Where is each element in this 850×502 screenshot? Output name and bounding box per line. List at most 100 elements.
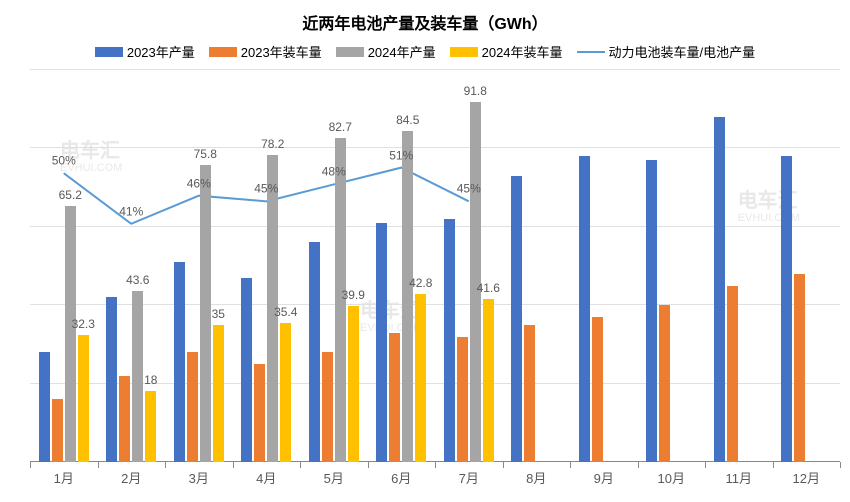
- x-axis-label: 2月: [121, 468, 141, 487]
- legend-item: 2024年装车量: [450, 42, 563, 61]
- legend-label: 2024年产量: [368, 42, 436, 61]
- bar-prod2023: [241, 278, 252, 462]
- x-axis-label: 5月: [324, 468, 344, 487]
- bar-install2024: [78, 335, 89, 462]
- bar-prod2024: [200, 165, 211, 462]
- bar-install2024: [415, 294, 426, 462]
- bar-install2024: [348, 306, 359, 462]
- bar-install2023: [659, 305, 670, 462]
- value-label-prod2024: 84.5: [396, 113, 419, 127]
- x-tick: [503, 462, 504, 468]
- x-tick: [570, 462, 571, 468]
- x-axis-label: 4月: [256, 468, 276, 487]
- bar-prod2023: [39, 352, 50, 462]
- x-tick: [638, 462, 639, 468]
- value-label-install2024: 35.4: [274, 305, 297, 319]
- bar-prod2023: [444, 219, 455, 462]
- x-tick: [233, 462, 234, 468]
- bar-install2023: [322, 352, 333, 462]
- bar-install2023: [254, 364, 265, 462]
- bar-prod2023: [579, 156, 590, 462]
- ratio-label: 50%: [52, 154, 76, 168]
- legend-label: 2023年产量: [127, 42, 195, 61]
- legend-item: 2023年产量: [95, 42, 195, 61]
- legend: 2023年产量 2023年装车量 2024年产量 2024年装车量 动力电池装车量/电池…: [0, 42, 850, 61]
- x-tick: [165, 462, 166, 468]
- value-label-install2024: 42.8: [409, 276, 432, 290]
- legend-item: 2023年装车量: [209, 42, 322, 61]
- x-axis-label: 12月: [793, 468, 820, 487]
- x-tick: [30, 462, 31, 468]
- bar-install2023: [794, 274, 805, 462]
- legend-label: 2024年装车量: [482, 42, 563, 61]
- bar-install2024: [145, 391, 156, 462]
- ratio-label: 45%: [254, 182, 278, 196]
- value-label-prod2024: 75.8: [194, 147, 217, 161]
- bar-prod2023: [309, 242, 320, 462]
- x-tick: [300, 462, 301, 468]
- bar-prod2023: [646, 160, 657, 462]
- value-label-prod2024: 91.8: [464, 84, 487, 98]
- bar-prod2024: [65, 206, 76, 462]
- chart-area: 电车汇EVHUI.COM 电车汇EVHUI.COM 电车汇EVHUI.COM 1…: [30, 70, 840, 462]
- legend-label: 动力电池装车量/电池产量: [609, 42, 756, 61]
- bar-prod2023: [174, 262, 185, 462]
- x-tick: [98, 462, 99, 468]
- value-label-install2024: 41.6: [477, 281, 500, 295]
- x-axis-label: 7月: [459, 468, 479, 487]
- bar-prod2023: [714, 117, 725, 462]
- value-label-prod2024: 43.6: [126, 273, 149, 287]
- bar-install2023: [592, 317, 603, 462]
- grid-line: [30, 69, 840, 70]
- legend-swatch: [450, 47, 478, 57]
- x-tick: [705, 462, 706, 468]
- ratio-label: 51%: [389, 148, 413, 162]
- ratio-label: 45%: [457, 182, 481, 196]
- x-axis-label: 11月: [726, 468, 753, 487]
- bar-prod2024: [132, 291, 143, 462]
- bar-install2023: [727, 286, 738, 462]
- bar-install2023: [457, 337, 468, 462]
- bar-install2023: [52, 399, 63, 462]
- x-axis-label: 8月: [526, 468, 546, 487]
- value-label-install2024: 39.9: [342, 288, 365, 302]
- legend-swatch: [95, 47, 123, 57]
- bar-prod2023: [781, 156, 792, 462]
- x-tick: [368, 462, 369, 468]
- x-axis-label: 10月: [658, 468, 685, 487]
- legend-item: 2024年产量: [336, 42, 436, 61]
- ratio-label: 46%: [187, 176, 211, 190]
- bar-prod2023: [106, 297, 117, 462]
- legend-label: 2023年装车量: [241, 42, 322, 61]
- bar-install2024: [280, 323, 291, 462]
- x-tick: [840, 462, 841, 468]
- bar-install2023: [389, 333, 400, 462]
- x-tick: [435, 462, 436, 468]
- chart-title: 近两年电池产量及装车量（GWh）: [0, 0, 850, 34]
- x-axis-label: 9月: [594, 468, 614, 487]
- legend-item: 动力电池装车量/电池产量: [577, 42, 756, 61]
- x-axis-label: 1月: [54, 468, 74, 487]
- bar-prod2023: [511, 176, 522, 462]
- legend-swatch: [209, 47, 237, 57]
- value-label-install2024: 35: [212, 307, 225, 321]
- ratio-label: 41%: [119, 204, 143, 218]
- bar-install2024: [213, 325, 224, 462]
- bar-install2023: [119, 376, 130, 462]
- x-axis-label: 3月: [189, 468, 209, 487]
- bar-prod2024: [402, 131, 413, 462]
- bar-install2023: [187, 352, 198, 462]
- x-tick: [773, 462, 774, 468]
- bar-install2023: [524, 325, 535, 462]
- value-label-install2024: 32.3: [72, 317, 95, 331]
- legend-swatch: [336, 47, 364, 57]
- value-label-prod2024: 78.2: [261, 137, 284, 151]
- value-label-prod2024: 65.2: [59, 188, 82, 202]
- bar-install2024: [483, 299, 494, 462]
- legend-swatch: [577, 51, 605, 53]
- x-axis-label: 6月: [391, 468, 411, 487]
- ratio-label: 48%: [322, 165, 346, 179]
- value-label-prod2024: 82.7: [329, 120, 352, 134]
- bar-prod2023: [376, 223, 387, 462]
- value-label-install2024: 18: [144, 373, 157, 387]
